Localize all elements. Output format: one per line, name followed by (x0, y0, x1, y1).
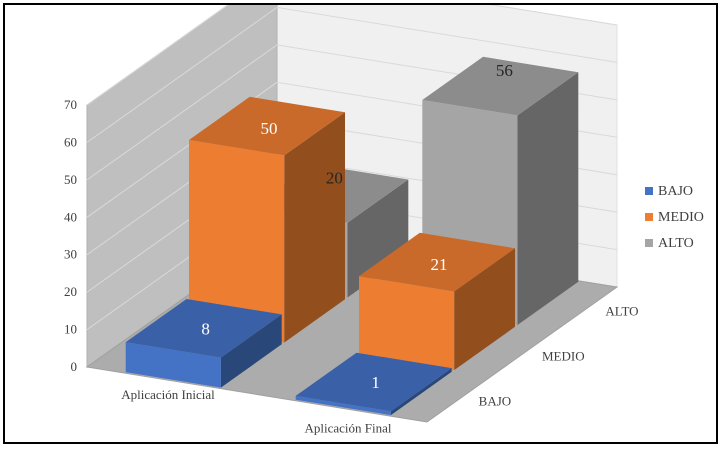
y-tick-label: 30 (64, 247, 77, 262)
bar-alto-aplicacion-final-side (517, 72, 579, 325)
bar-bajo-aplicacion-final-top (295, 352, 452, 412)
chart-svg: 0 10 20 30 40 50 60 70 Aplicación Inicial Aplicac… (64, 5, 704, 435)
bar-alto-aplicacion-inicial-side (347, 179, 409, 298)
bar-bajo-aplicacion-final-front (295, 395, 391, 416)
chart-frame: 0 10 20 30 40 50 60 70 Aplicación Inicial Aplicac… (3, 3, 718, 444)
depth-category-label: ALTO (605, 304, 638, 319)
bar-bajo-aplicacion-final-side (390, 368, 452, 416)
depth-category-label: MEDIO (542, 349, 585, 364)
bar-bajo-aplicacion-inicial-top (125, 299, 282, 358)
x-category-label: Aplicación Inicial (121, 387, 215, 402)
gridline-60 (86, 6, 618, 143)
y-tick-label: 70 (64, 97, 77, 112)
gridline-70 (86, 5, 618, 106)
bar-bajo-aplicacion-final-data-label: 1 (371, 373, 380, 392)
y-tick-label: 50 (64, 172, 77, 187)
bar-alto-aplicacion-final-top (422, 56, 579, 116)
bar-medio-aplicacion-inicial-side (284, 112, 345, 343)
y-tick-label: 60 (64, 134, 77, 149)
y-tick-label: 20 (64, 284, 77, 299)
bar-medio-aplicacion-inicial-front (189, 140, 285, 343)
y-tick-label: 0 (71, 359, 78, 374)
bar-alto-aplicacion-inicial-data-label: 20 (326, 168, 343, 187)
depth-category-label: BAJO (479, 394, 512, 409)
bar-medio-aplicacion-final-top (359, 232, 515, 292)
y-tick-label: 10 (64, 322, 77, 337)
bar-alto-aplicacion-final-data-label: 56 (496, 61, 513, 80)
legend-label-bajo: BAJO (658, 184, 693, 199)
bar-bajo-aplicacion-inicial-front (125, 342, 221, 388)
legend-label-alto: ALTO (658, 236, 694, 251)
legend-label-medio: MEDIO (658, 210, 704, 225)
chart-legend: BAJO MEDIO ALTO (645, 184, 704, 251)
bar-bajo-aplicacion-inicial-side (220, 314, 282, 388)
legend-swatch-medio (645, 213, 653, 221)
bar-medio-aplicacion-inicial-data-label: 50 (261, 119, 278, 138)
chart-labels: 0 10 20 30 40 50 60 70 Aplicación Inicial Aplicac… (64, 61, 639, 435)
bar-medio-aplicacion-inicial-top (189, 96, 345, 156)
bar-bajo-aplicacion-inicial-data-label: 8 (201, 319, 210, 338)
bar-medio-aplicacion-final-data-label: 21 (431, 255, 448, 274)
chart-bars (125, 56, 579, 416)
legend-swatch-bajo (645, 187, 653, 195)
bar-medio-aplicacion-final-side (454, 248, 515, 371)
x-category-label: Aplicación Final (304, 420, 391, 435)
legend-swatch-alto (645, 239, 653, 247)
bar-medio-aplicacion-final-front (359, 276, 455, 371)
y-tick-label: 40 (64, 209, 77, 224)
